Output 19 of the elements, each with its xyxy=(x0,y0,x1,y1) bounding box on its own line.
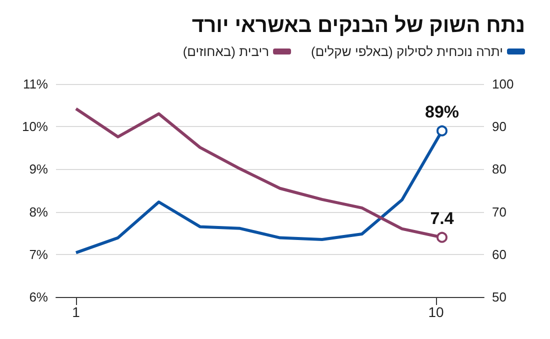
chart-title: נתח השוק של הבנקים באשראי יורד xyxy=(192,14,525,37)
y-tick-label: 11% xyxy=(22,76,48,92)
y-tick-label: 10% xyxy=(22,119,48,134)
y-tick-label: 9% xyxy=(29,162,48,177)
y2-tick-label: 100 xyxy=(492,76,514,92)
y2-tick-label: 50 xyxy=(492,290,506,304)
y2-tick-label: 90 xyxy=(492,119,506,134)
x-tick-label: 1 xyxy=(72,304,80,320)
data-label: 7.4 xyxy=(430,208,454,228)
y2-tick-label: 80 xyxy=(492,162,506,177)
legend-label: יתרה נוכחית לסילוק (באלפי שקלים) xyxy=(311,44,503,59)
data-label: 89% xyxy=(424,102,460,122)
y2-tick-label: 70 xyxy=(492,204,506,220)
y-tick-label: 8% xyxy=(29,204,48,220)
y-tick-label: 7% xyxy=(29,246,48,262)
legend-label: ריבית (באחוזים) xyxy=(182,44,270,59)
y-tick-label: 6% xyxy=(29,290,48,304)
y2-tick-label: 60 xyxy=(492,246,506,262)
x-tick-label: 10 xyxy=(428,304,444,320)
